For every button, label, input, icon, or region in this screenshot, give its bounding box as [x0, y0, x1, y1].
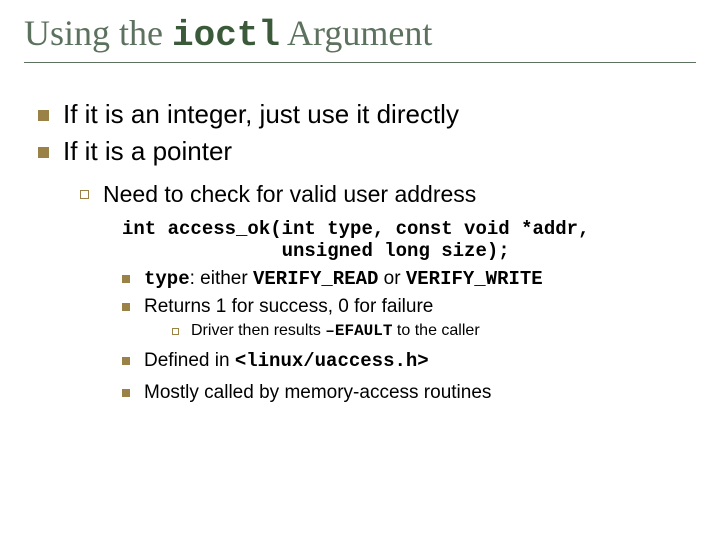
- bullet-level3: Returns 1 for success, 0 for failure: [122, 296, 696, 318]
- bullet-text: type: either VERIFY_READ or VERIFY_WRITE: [144, 268, 543, 290]
- title-code: ioctl: [172, 15, 280, 56]
- plain-text: or: [378, 268, 405, 289]
- code-text: type: [144, 268, 190, 290]
- code-line: unsigned long size);: [122, 240, 696, 262]
- plain-text: Defined in: [144, 350, 235, 371]
- bullet-text: Mostly called by memory-access routines: [144, 382, 491, 404]
- bullet-level4: Driver then results –EFAULT to the calle…: [172, 322, 696, 340]
- plain-text: Driver then results: [191, 322, 325, 339]
- plain-text: : either: [190, 268, 253, 289]
- bullet-level1: If it is a pointer: [38, 136, 696, 167]
- bullet-text: If it is a pointer: [63, 136, 232, 167]
- bullet-text: Driver then results –EFAULT to the calle…: [191, 322, 480, 340]
- square-outline-icon: [172, 328, 179, 335]
- slide-title: Using the ioctl Argument: [24, 12, 696, 63]
- square-filled-icon: [122, 357, 130, 365]
- bullet-level1: If it is an integer, just use it directl…: [38, 99, 696, 130]
- bullet-text: Returns 1 for success, 0 for failure: [144, 296, 433, 318]
- title-prefix: Using the: [24, 13, 172, 53]
- square-filled-icon: [122, 389, 130, 397]
- square-filled-icon: [38, 147, 49, 158]
- code-text: VERIFY_READ: [253, 268, 378, 290]
- square-filled-icon: [122, 275, 130, 283]
- bullet-level3: Defined in <linux/uaccess.h>: [122, 350, 696, 372]
- title-suffix: Argument: [280, 13, 432, 53]
- square-filled-icon: [122, 303, 130, 311]
- square-outline-icon: [80, 190, 89, 199]
- code-text: VERIFY_WRITE: [406, 268, 543, 290]
- code-text: –EFAULT: [325, 322, 392, 340]
- bullet-text: Defined in <linux/uaccess.h>: [144, 350, 429, 372]
- bullet-level2: Need to check for valid user address: [80, 181, 696, 208]
- code-text: <linux/uaccess.h>: [235, 350, 429, 372]
- bullet-level3: Mostly called by memory-access routines: [122, 382, 696, 404]
- square-filled-icon: [38, 110, 49, 121]
- bullet-text: Need to check for valid user address: [103, 181, 476, 208]
- plain-text: to the caller: [392, 322, 479, 339]
- code-line: int access_ok(int type, const void *addr…: [122, 218, 696, 240]
- bullet-text: If it is an integer, just use it directl…: [63, 99, 459, 130]
- bullet-level3: type: either VERIFY_READ or VERIFY_WRITE: [122, 268, 696, 290]
